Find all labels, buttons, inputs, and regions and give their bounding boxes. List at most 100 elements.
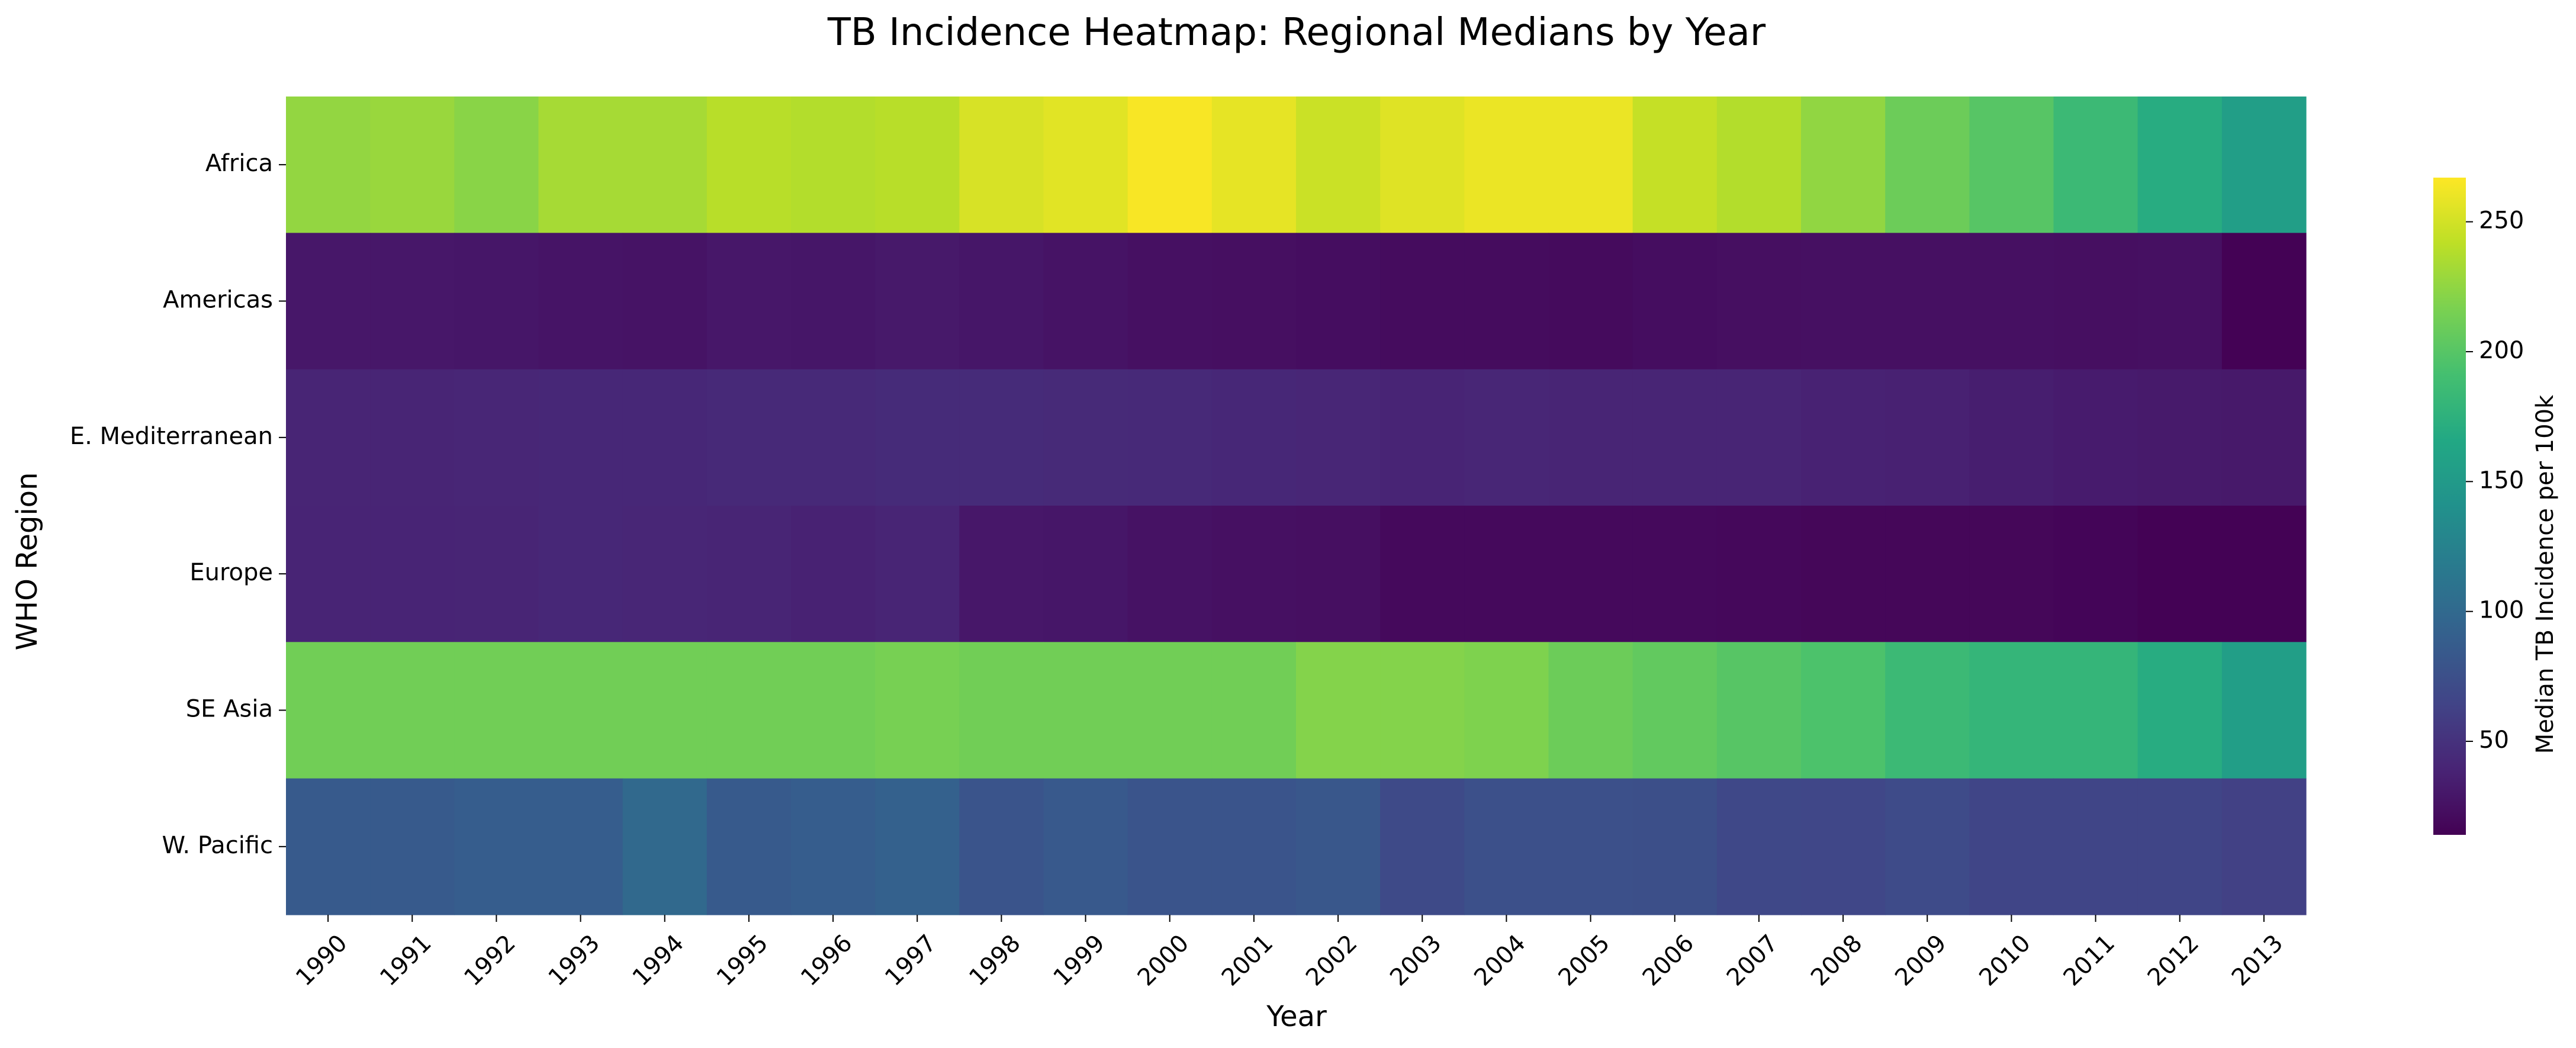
heatmap-cell (1380, 369, 1465, 506)
y-tick-label: Americas (163, 287, 273, 314)
heatmap-cell (1969, 97, 2054, 233)
heatmap-cells (286, 97, 2307, 915)
heatmap-cell (1632, 369, 1718, 506)
heatmap-cell (1548, 506, 1633, 642)
x-tick-label: 1997 (880, 930, 942, 992)
heatmap-cell (538, 778, 623, 915)
heatmap-cell (1885, 506, 1970, 642)
colorbar: 50 100 150 200 250 (2433, 178, 2524, 835)
heatmap-cell (1211, 778, 1297, 915)
heatmap-cell (2221, 369, 2307, 506)
heatmap-cell (1127, 369, 1213, 506)
heatmap-cell (1969, 233, 2054, 370)
heatmap-cell (1969, 506, 2054, 642)
heatmap-cell (1211, 642, 1297, 779)
heatmap-cell (791, 778, 876, 915)
x-tick-label: 1990 (291, 930, 353, 992)
heatmap-cell (791, 642, 876, 779)
heatmap-cell (370, 97, 455, 233)
heatmap-cell (706, 233, 792, 370)
heatmap-cell (1716, 369, 1802, 506)
y-tick-label: E. Mediterranean (70, 423, 273, 450)
heatmap-cell (1380, 778, 1465, 915)
heatmap-cell (2137, 233, 2223, 370)
colorbar-gradient (2433, 178, 2466, 835)
heatmap-cell (286, 97, 371, 233)
x-tick-label: 2002 (1301, 930, 1363, 992)
colorbar-tick-label: 150 (2479, 467, 2524, 494)
x-tick-label: 2000 (1133, 930, 1195, 992)
heatmap-cell (454, 642, 539, 779)
heatmap-cell (454, 506, 539, 642)
heatmap-cell (1801, 369, 1886, 506)
heatmap-cell (1127, 778, 1213, 915)
colorbar-label: Median TB Incidence per 100k (2532, 394, 2559, 754)
x-tick-label: 2005 (1554, 930, 1616, 992)
heatmap-cell (286, 506, 371, 642)
heatmap-cell (454, 369, 539, 506)
heatmap-cell (1548, 369, 1633, 506)
heatmap-cell (959, 369, 1044, 506)
x-axis-ticks: 1990 1991 1992 1993 1994 1995 1996 1997 1998 1999… (291, 915, 2288, 991)
heatmap-cell (1548, 233, 1633, 370)
heatmap-cell (875, 506, 960, 642)
heatmap-cell (1380, 97, 1465, 233)
heatmap-cell (2053, 369, 2138, 506)
colorbar-tick-label: 100 (2479, 597, 2524, 624)
y-axis-label: WHO Region (11, 472, 44, 651)
heatmap-cell (286, 642, 371, 779)
x-tick-label: 1991 (375, 930, 437, 992)
heatmap-cell (622, 642, 707, 779)
x-tick-label: 1993 (543, 930, 606, 992)
heatmap-cell (1885, 642, 1970, 779)
heatmap-cell (1211, 506, 1297, 642)
x-tick-label: 2003 (1385, 930, 1447, 992)
x-tick-label: 2013 (2227, 930, 2289, 992)
heatmap-cell (286, 233, 371, 370)
heatmap-cell (1716, 233, 1802, 370)
heatmap-cell (1127, 506, 1213, 642)
heatmap-cell (2137, 506, 2223, 642)
y-tick-label: SE Asia (186, 696, 273, 723)
heatmap-cell (1969, 369, 2054, 506)
heatmap-cell (454, 233, 539, 370)
heatmap-cell (1464, 369, 1549, 506)
x-tick-label: 2008 (1806, 930, 1868, 992)
heatmap-cell (959, 642, 1044, 779)
x-tick-label: 1998 (964, 930, 1026, 992)
heatmap-cell (1043, 97, 1128, 233)
y-tick-label: W. Pacific (162, 832, 273, 859)
heatmap-cell (1380, 233, 1465, 370)
x-tick-label: 1992 (459, 930, 521, 992)
x-tick-label: 2006 (1638, 930, 1700, 992)
heatmap-cell (538, 506, 623, 642)
heatmap-cell (1632, 778, 1718, 915)
heatmap-cell (1211, 233, 1297, 370)
heatmap-cell (622, 97, 707, 233)
chart-title: TB Incidence Heatmap: Regional Medians b… (827, 11, 1766, 54)
heatmap-cell (1548, 97, 1633, 233)
heatmap-cell (1464, 233, 1549, 370)
heatmap-cell (2221, 97, 2307, 233)
heatmap-cell (1885, 778, 1970, 915)
y-tick-label: Africa (205, 150, 273, 177)
heatmap-cell (875, 642, 960, 779)
heatmap-cell (1885, 97, 1970, 233)
heatmap-cell (1211, 369, 1297, 506)
heatmap-cell (1464, 642, 1549, 779)
heatmap-cell (2221, 233, 2307, 370)
heatmap-cell (1885, 233, 1970, 370)
heatmap-cell (1127, 97, 1213, 233)
heatmap-cell (2053, 97, 2138, 233)
heatmap-cell (286, 778, 371, 915)
heatmap-cell (706, 506, 792, 642)
x-tick-label: 2007 (1722, 930, 1784, 992)
heatmap-cell (1801, 233, 1886, 370)
heatmap-cell (2137, 642, 2223, 779)
y-tick-label: Europe (189, 559, 273, 586)
heatmap-cell (706, 369, 792, 506)
heatmap-cell (1632, 233, 1718, 370)
x-tick-label: 1995 (712, 930, 774, 992)
y-axis-ticks: Africa Americas E. Mediterranean Europe SE A… (70, 150, 286, 859)
heatmap-cell (1127, 642, 1213, 779)
